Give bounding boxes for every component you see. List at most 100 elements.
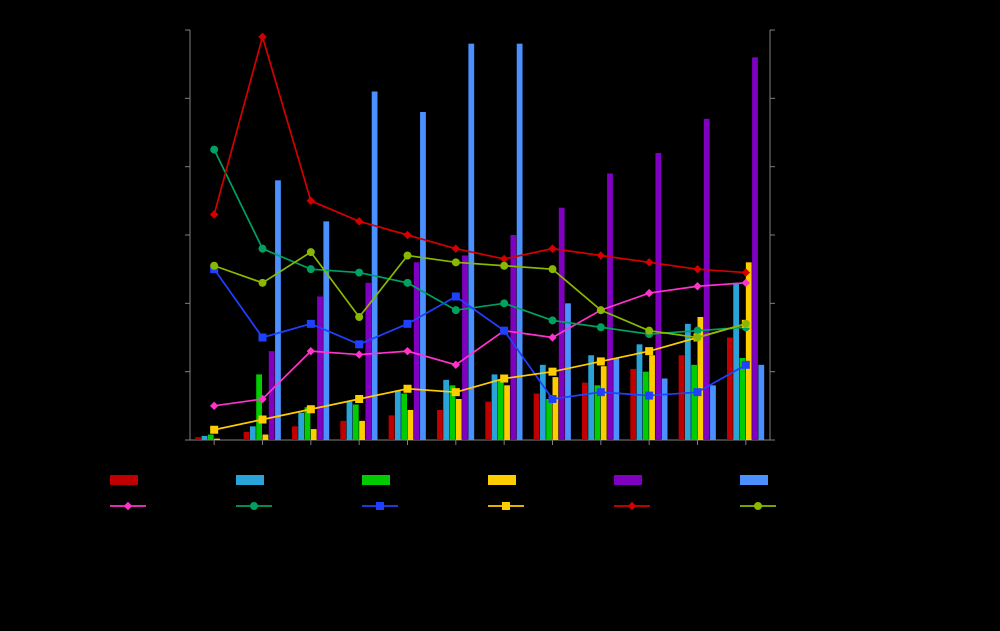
- bar-FKKT: [758, 365, 764, 440]
- bar-FRI: [546, 399, 552, 440]
- legend-label: FE: [270, 476, 284, 488]
- legend-label: BF_r: [530, 502, 554, 514]
- y-right-tick-label: 10: [779, 93, 791, 105]
- legend-swatch-IJS: [110, 475, 138, 485]
- x-tick-label: 2010: [637, 448, 661, 460]
- bar-NIB: [655, 153, 661, 440]
- legend-swatch-FE: [236, 475, 264, 485]
- legend-swatch-FRI: [362, 475, 390, 485]
- bar-NIB: [462, 256, 468, 441]
- bar-BF: [456, 399, 462, 440]
- bar-FE: [395, 391, 401, 440]
- bar-FE: [202, 436, 208, 440]
- bar-IJS: [340, 421, 346, 440]
- bar-FRI: [740, 358, 746, 440]
- bar-BF: [408, 410, 414, 440]
- bar-FE: [298, 413, 304, 440]
- x-tick-label: 2002: [250, 448, 274, 460]
- bar-BF: [601, 366, 607, 440]
- chart-svg: 0 50 100 150 200 250 300 0 2 4 6 8 10 12 2001 2002 2003 2…: [0, 0, 1000, 631]
- x-tick-label: 2007: [492, 448, 516, 460]
- y-left-tick-label: 50: [169, 367, 181, 379]
- bar-FKKT: [565, 303, 571, 440]
- y-left-tick-label: 200: [163, 162, 181, 174]
- legend-label: BF: [522, 476, 536, 488]
- legend-swatch-NIB: [614, 475, 642, 485]
- bar-IJS: [679, 355, 685, 440]
- y-right-tick-label: 0: [779, 435, 785, 447]
- y-left-tick-label: 300: [163, 25, 181, 37]
- bar-FKKT: [372, 92, 378, 441]
- bar-FRI: [208, 435, 214, 440]
- y-right-tick-label: 4: [779, 298, 785, 310]
- legend-label: FRI: [396, 476, 414, 488]
- x-tick-label: 2005: [395, 448, 419, 460]
- bar-FRI: [401, 394, 407, 440]
- bar-FRI: [256, 374, 262, 440]
- bar-IJS: [534, 394, 540, 440]
- bar-FRI: [643, 372, 649, 440]
- y-left-tick-label: 150: [163, 230, 181, 242]
- bar-IJS: [292, 426, 298, 440]
- legend-label: FE_r: [278, 502, 302, 514]
- x-tick-label: 2004: [347, 448, 371, 460]
- legend-label: IJS: [144, 476, 160, 488]
- bar-FKKT: [613, 358, 619, 440]
- bar-FE: [733, 283, 739, 440]
- legend-label: NIB_r: [656, 502, 684, 514]
- bar-FE: [540, 365, 546, 440]
- bar-BF: [359, 421, 365, 440]
- legend-label: FRI_r: [404, 502, 432, 514]
- bar-FE: [637, 344, 643, 440]
- bar-FKKT: [517, 44, 523, 440]
- bar-IJS: [727, 338, 733, 441]
- bar-IJS: [485, 402, 491, 440]
- bar-FKKT: [275, 180, 281, 440]
- x-tick-label: 2003: [299, 448, 323, 460]
- bar-IJS: [437, 410, 443, 440]
- legend-swatch-BF: [488, 475, 516, 485]
- bar-NIB: [317, 297, 323, 441]
- x-tick-label: 2009: [589, 448, 613, 460]
- bar-BF: [214, 439, 220, 440]
- bar-FE: [443, 380, 449, 440]
- y-left-tick-label: 100: [163, 298, 181, 310]
- y-left-tick-label: 250: [163, 93, 181, 105]
- bar-FE: [250, 426, 256, 440]
- y-right-tick-label: 12: [779, 25, 791, 37]
- bar-FE: [588, 355, 594, 440]
- y-left-tick-label: 0: [175, 435, 181, 447]
- bar-NIB: [752, 57, 758, 440]
- bar-IJS: [389, 415, 395, 440]
- bar-FE: [492, 374, 498, 440]
- bar-IJS: [630, 369, 636, 440]
- y-right-tick-label: 6: [779, 230, 785, 242]
- bar-FKKT: [468, 44, 474, 440]
- bar-FKKT: [662, 379, 668, 441]
- combo-chart: 0 50 100 150 200 250 300 0 2 4 6 8 10 12 2001 2002 2003 2…: [0, 0, 1000, 631]
- x-tick-label: 2001: [202, 448, 226, 460]
- bar-NIB: [704, 119, 710, 440]
- bar-BF: [504, 385, 510, 440]
- y-right-axis-label: Ratio: [799, 221, 813, 249]
- bar-IJS: [195, 437, 201, 440]
- bar-IJS: [244, 432, 250, 440]
- y-right-tick-label: 2: [779, 367, 785, 379]
- legend-label: NIB: [648, 476, 666, 488]
- bar-IJS: [582, 383, 588, 440]
- x-tick-label: 2006: [444, 448, 468, 460]
- legend-label: IJS_r: [152, 502, 178, 514]
- y-left-axis-label: Cummulative: [134, 200, 148, 270]
- legend-swatch-FKKT: [740, 475, 768, 485]
- bar-FE: [347, 402, 353, 440]
- bar-FRI: [498, 380, 504, 440]
- bar-NIB: [269, 351, 275, 440]
- y-right-tick-label: 8: [779, 162, 785, 174]
- bar-BF: [553, 377, 559, 440]
- x-tick-label: 2008: [540, 448, 564, 460]
- bar-FRI: [691, 365, 697, 440]
- bar-FKKT: [710, 385, 716, 440]
- legend-label: FKKT_r: [782, 502, 820, 514]
- bar-NIB: [559, 208, 565, 440]
- legend-label: FKKT: [774, 476, 802, 488]
